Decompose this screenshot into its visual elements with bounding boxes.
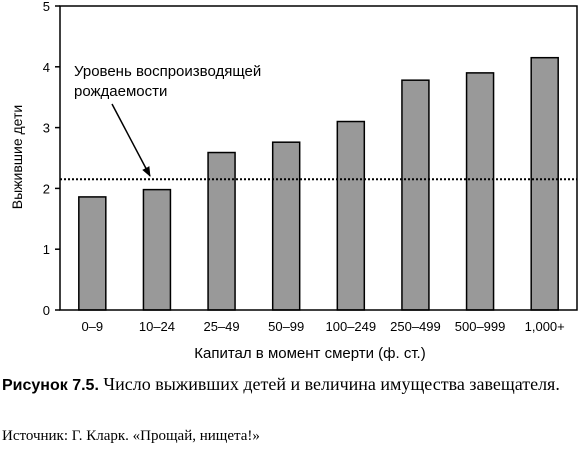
figure-label: Рисунок 7.5. xyxy=(2,377,99,394)
plot-frame xyxy=(59,5,578,311)
bar xyxy=(271,141,301,311)
y-axis-label: Выжившие дети xyxy=(9,105,25,209)
x-tick-label: 50–99 xyxy=(268,319,304,334)
y-tick-label: 2 xyxy=(43,181,50,196)
x-tick-label: 100–249 xyxy=(326,319,377,334)
bar xyxy=(401,79,430,311)
bar xyxy=(207,151,236,311)
figure-caption: Рисунок 7.5. Число выживших детей и вели… xyxy=(2,372,574,398)
y-tick-label: 0 xyxy=(43,303,50,318)
bar xyxy=(530,56,559,311)
x-tick-label: 10–24 xyxy=(139,319,175,334)
x-tick-label: 500–999 xyxy=(455,319,506,334)
y-tick-label: 3 xyxy=(43,121,50,136)
x-tick-label: 0–9 xyxy=(81,319,103,334)
figure-source: Источник: Г. Кларк. «Прощай, нищета!» xyxy=(2,428,260,444)
y-tick-label: 4 xyxy=(43,60,50,75)
annotation-arrow xyxy=(111,103,151,177)
bar xyxy=(78,196,107,311)
x-tick-label: 1,000+ xyxy=(525,319,565,334)
annotation-line-1: Уровень воспроизводящей xyxy=(74,63,261,80)
y-tick-label: 5 xyxy=(43,0,50,14)
bar-chart: 0 1 2 3 4 5 0–9 10–24 25–49 50–99 100–249 250–499 5… xyxy=(9,0,578,362)
x-tick-label: 25–49 xyxy=(203,319,239,334)
bar xyxy=(336,120,366,311)
y-tick-label: 1 xyxy=(43,242,50,257)
bar xyxy=(465,72,495,311)
bar xyxy=(142,188,172,311)
x-axis-label: Капитал в момент смерти (ф. ст.) xyxy=(194,345,425,362)
x-tick-label: 250–499 xyxy=(390,319,441,334)
annotation-line-2: рождаемости xyxy=(74,83,167,100)
figure-caption-text: Число выживших детей и величина имуществ… xyxy=(103,374,560,394)
